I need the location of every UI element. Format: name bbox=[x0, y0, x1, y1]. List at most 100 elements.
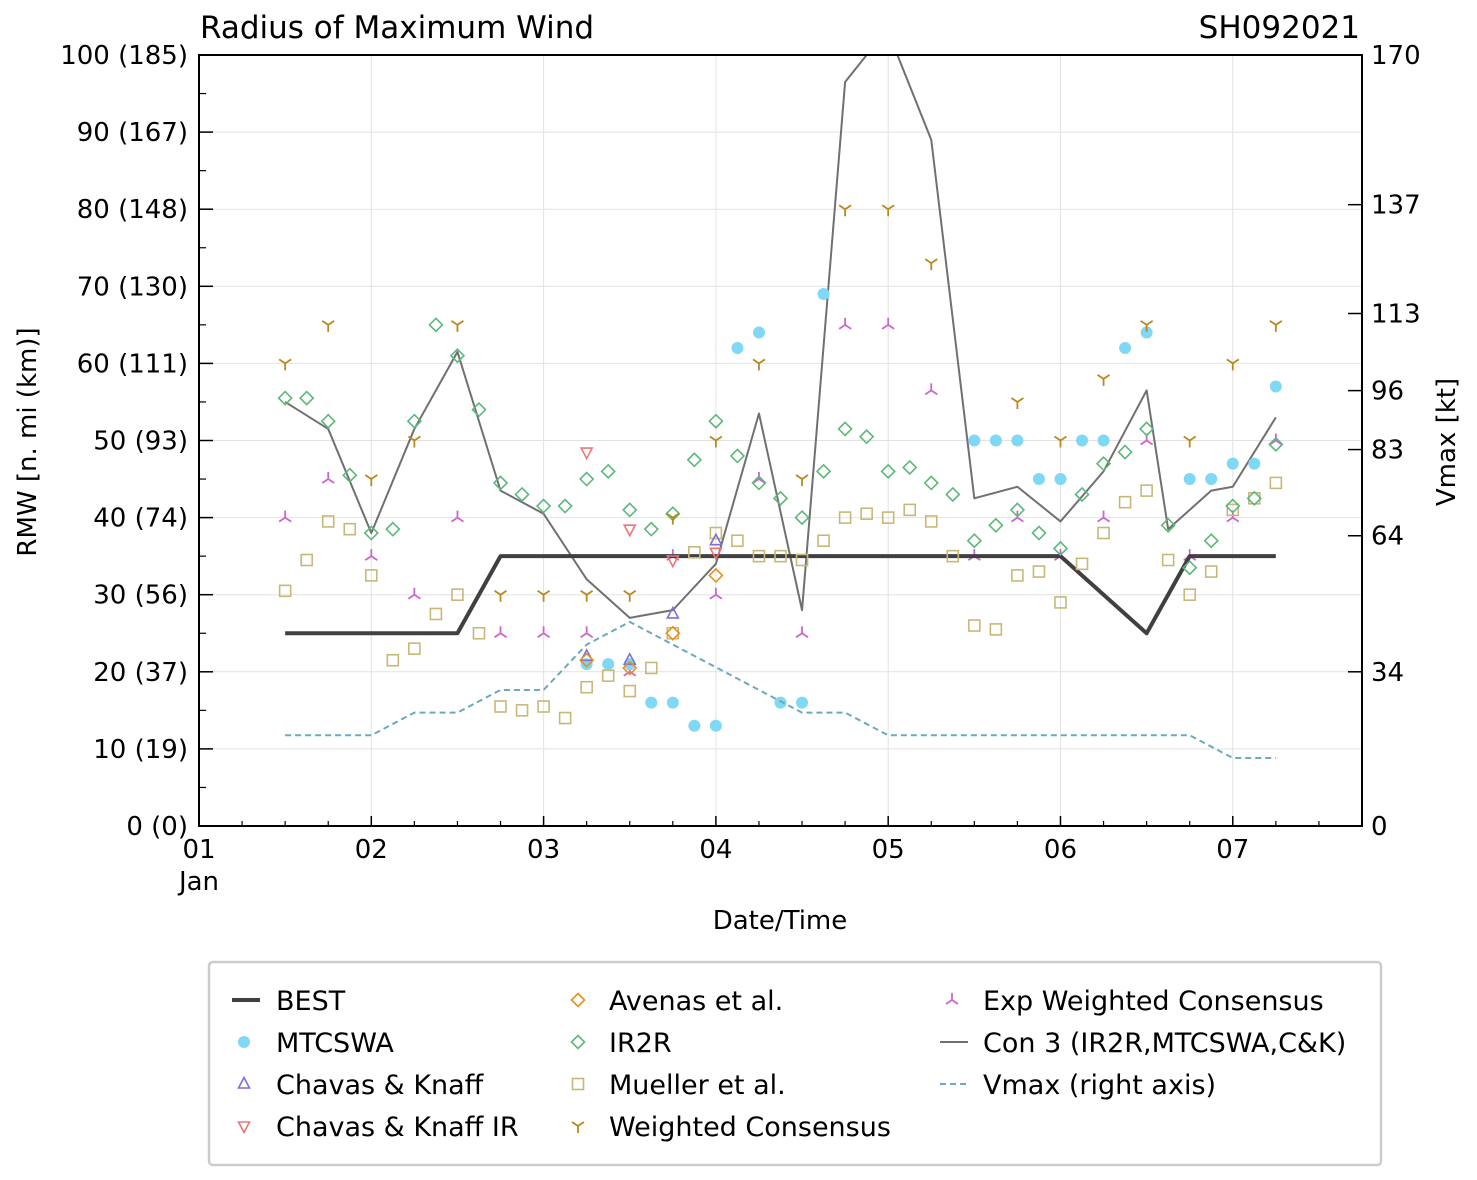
mtcswa-point bbox=[1054, 473, 1067, 486]
mueller-et-al-point bbox=[1054, 596, 1067, 609]
weighted-consensus-point bbox=[1097, 374, 1111, 386]
y2-tick-label: 113 bbox=[1371, 300, 1421, 330]
mueller-et-al-point bbox=[1226, 503, 1240, 517]
legend-label: Chavas & Knaff IR bbox=[276, 1112, 519, 1143]
mtcswa-point bbox=[1183, 473, 1196, 486]
mueller-et-al-point bbox=[1269, 476, 1283, 490]
weighted-consensus-point bbox=[1226, 358, 1240, 371]
y-tick-label: 40 (74) bbox=[93, 504, 188, 534]
mueller-et-al-point bbox=[881, 511, 895, 524]
y-tick-label: 30 (56) bbox=[93, 581, 188, 611]
mtcswa-point bbox=[989, 434, 1002, 447]
ir2r-point bbox=[751, 475, 767, 491]
mueller-et-al-point bbox=[537, 700, 550, 713]
axes: 01 02 03 04 05 06 07 Jan 0 (0) 10 (19) 20 (37) 30 (… bbox=[60, 41, 1420, 897]
chavas-knaff-point bbox=[579, 648, 594, 662]
mtcswa-point bbox=[645, 696, 658, 709]
y-tick-label: 20 (37) bbox=[93, 658, 188, 688]
mueller-et-al-point bbox=[515, 704, 529, 717]
series-vmax-right-axis bbox=[285, 620, 1276, 759]
mueller-et-al-point bbox=[860, 507, 873, 521]
legend-item-ir2r: IR2R bbox=[570, 1028, 672, 1059]
ir2r-point bbox=[299, 390, 315, 406]
mueller-et-al-point bbox=[1097, 526, 1110, 540]
legend-item-mtcswa: MTCSWA bbox=[238, 1028, 394, 1059]
ir2r-point bbox=[1074, 486, 1090, 503]
exp-weighted-consensus-point bbox=[364, 549, 378, 561]
exp-weighted-consensus-point bbox=[1097, 510, 1111, 523]
chavas-knaff-ir-point bbox=[579, 447, 594, 461]
ir2r-point bbox=[622, 502, 638, 518]
mueller-et-al-point bbox=[795, 553, 809, 567]
series-chavas-knaff bbox=[579, 532, 723, 666]
ir2r-point bbox=[1160, 517, 1176, 533]
weighted-consensus-point bbox=[450, 320, 464, 332]
legend-item-exp-weighted-consensus: Exp Weighted Consensus bbox=[945, 986, 1324, 1017]
ir2r-point bbox=[966, 533, 982, 549]
ir2r-point bbox=[686, 452, 702, 468]
series-layer bbox=[277, 55, 1284, 759]
mueller-et-al-point bbox=[731, 534, 744, 548]
mtcswa-point bbox=[1248, 457, 1261, 470]
exp-weighted-consensus-point bbox=[709, 587, 723, 600]
legend-swatch bbox=[238, 1036, 250, 1048]
series-weighted-consensus bbox=[278, 204, 1283, 602]
series-mtcswa bbox=[580, 288, 1282, 732]
mueller-et-al-point bbox=[494, 700, 507, 713]
weighted-consensus-point bbox=[795, 474, 809, 487]
x-tick-label: 01 bbox=[182, 835, 215, 865]
exp-weighted-consensus-point bbox=[278, 510, 292, 523]
mueller-et-al-point bbox=[688, 545, 701, 559]
exp-weighted-consensus-point bbox=[407, 587, 421, 600]
mueller-et-al-point bbox=[364, 569, 378, 582]
chavas-knaff-point bbox=[622, 652, 637, 666]
legend-swatch bbox=[945, 993, 959, 1005]
storm-id: SH092021 bbox=[1199, 10, 1360, 46]
series-con-3-ir2r-mtcswa-c-k bbox=[284, 55, 1277, 619]
mueller-et-al-point bbox=[300, 553, 313, 567]
ir2r-point bbox=[1117, 444, 1133, 460]
mtcswa-point bbox=[1076, 434, 1089, 447]
x-tick-label: 07 bbox=[1216, 835, 1249, 865]
mueller-et-al-point bbox=[1032, 565, 1046, 578]
y-tick-label: 90 (167) bbox=[77, 118, 188, 148]
mueller-et-al-point bbox=[903, 503, 917, 517]
mtcswa-point bbox=[1140, 326, 1153, 339]
mtcswa-point bbox=[1119, 341, 1132, 354]
mueller-et-al-point bbox=[580, 680, 593, 694]
y-tick-label: 60 (111) bbox=[77, 349, 188, 379]
ir2r-point bbox=[406, 413, 423, 429]
mtcswa-point bbox=[774, 696, 787, 709]
exp-weighted-consensus-point bbox=[537, 626, 551, 638]
ir2r-point bbox=[514, 486, 530, 503]
y2-tick-label: 83 bbox=[1371, 436, 1404, 466]
ir2r-point bbox=[1203, 533, 1219, 549]
y2-tick-label: 170 bbox=[1371, 41, 1421, 71]
legend-label: Mueller et al. bbox=[609, 1070, 786, 1101]
legend-item-con-3-ir2r-mtcswa-c-k: Con 3 (IR2R,MTCSWA,C&K) bbox=[940, 1028, 1346, 1059]
legend-swatch bbox=[237, 1121, 251, 1135]
avenas-et-al-point bbox=[622, 660, 638, 676]
legend-label: Avenas et al. bbox=[609, 986, 783, 1017]
x-tick-label: 06 bbox=[1044, 835, 1077, 865]
mueller-et-al-point bbox=[472, 626, 486, 640]
chavas-knaff-ir-point bbox=[622, 524, 637, 538]
ir2r-point bbox=[1138, 421, 1155, 437]
legend-item-vmax-right-axis: Vmax (right axis) bbox=[940, 1070, 1216, 1101]
y2-tick-label: 34 bbox=[1371, 658, 1404, 688]
y2-tick-label: 96 bbox=[1371, 377, 1404, 407]
y-axis-label: RMW [n. mi (km)] bbox=[13, 327, 43, 556]
mueller-et-al-point bbox=[1118, 495, 1132, 509]
legend-item-mueller-et-al: Mueller et al. bbox=[571, 1070, 786, 1101]
weighted-consensus-point bbox=[838, 204, 852, 217]
mtcswa-point bbox=[1011, 434, 1024, 447]
mueller-et-al-point bbox=[817, 534, 830, 548]
legend-item-chavas-knaff: Chavas & Knaff bbox=[237, 1070, 485, 1101]
ir2r-point bbox=[988, 517, 1004, 533]
ir2r-point bbox=[1225, 498, 1241, 514]
ir2r-point bbox=[1009, 502, 1026, 518]
mueller-et-al-point bbox=[451, 588, 464, 602]
mueller-et-al-point bbox=[946, 549, 960, 563]
weighted-consensus-point bbox=[321, 320, 335, 332]
